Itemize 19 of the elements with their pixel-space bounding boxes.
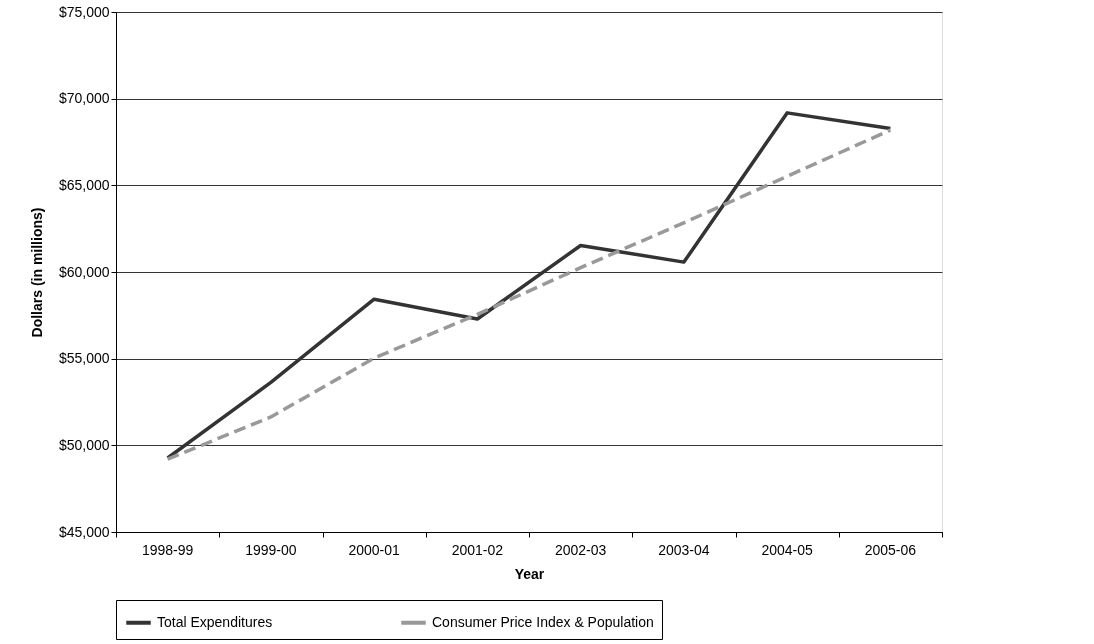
x-tick-label: 1998-99 (141, 542, 194, 558)
x-axis-title: Year (514, 566, 545, 582)
y-tick-label: $60,000 (58, 263, 110, 280)
y-tick-label: $55,000 (58, 350, 110, 367)
x-tick-label: 1999-00 (245, 542, 297, 558)
y-tick-label: $75,000 (58, 3, 110, 20)
x-tick-label: 2002-03 (554, 542, 607, 558)
y-tick-label: $50,000 (58, 436, 110, 453)
legend-label: Total Expenditures (157, 613, 273, 630)
y-axis-title: Dollars (in millions) (28, 207, 45, 338)
y-tick-label: $70,000 (58, 90, 110, 107)
legend-label: Consumer Price Index & Population (432, 613, 654, 630)
y-tick-label: $45,000 (58, 523, 110, 540)
y-tick-label: $65,000 (58, 176, 110, 193)
x-tick-label: 2005-06 (864, 542, 917, 558)
x-tick-label: 2003-04 (658, 542, 710, 558)
x-tick-label: 2001-02 (451, 542, 504, 558)
x-tick-label: 2004-05 (761, 542, 814, 558)
x-tick-label: 2000-01 (348, 542, 401, 558)
